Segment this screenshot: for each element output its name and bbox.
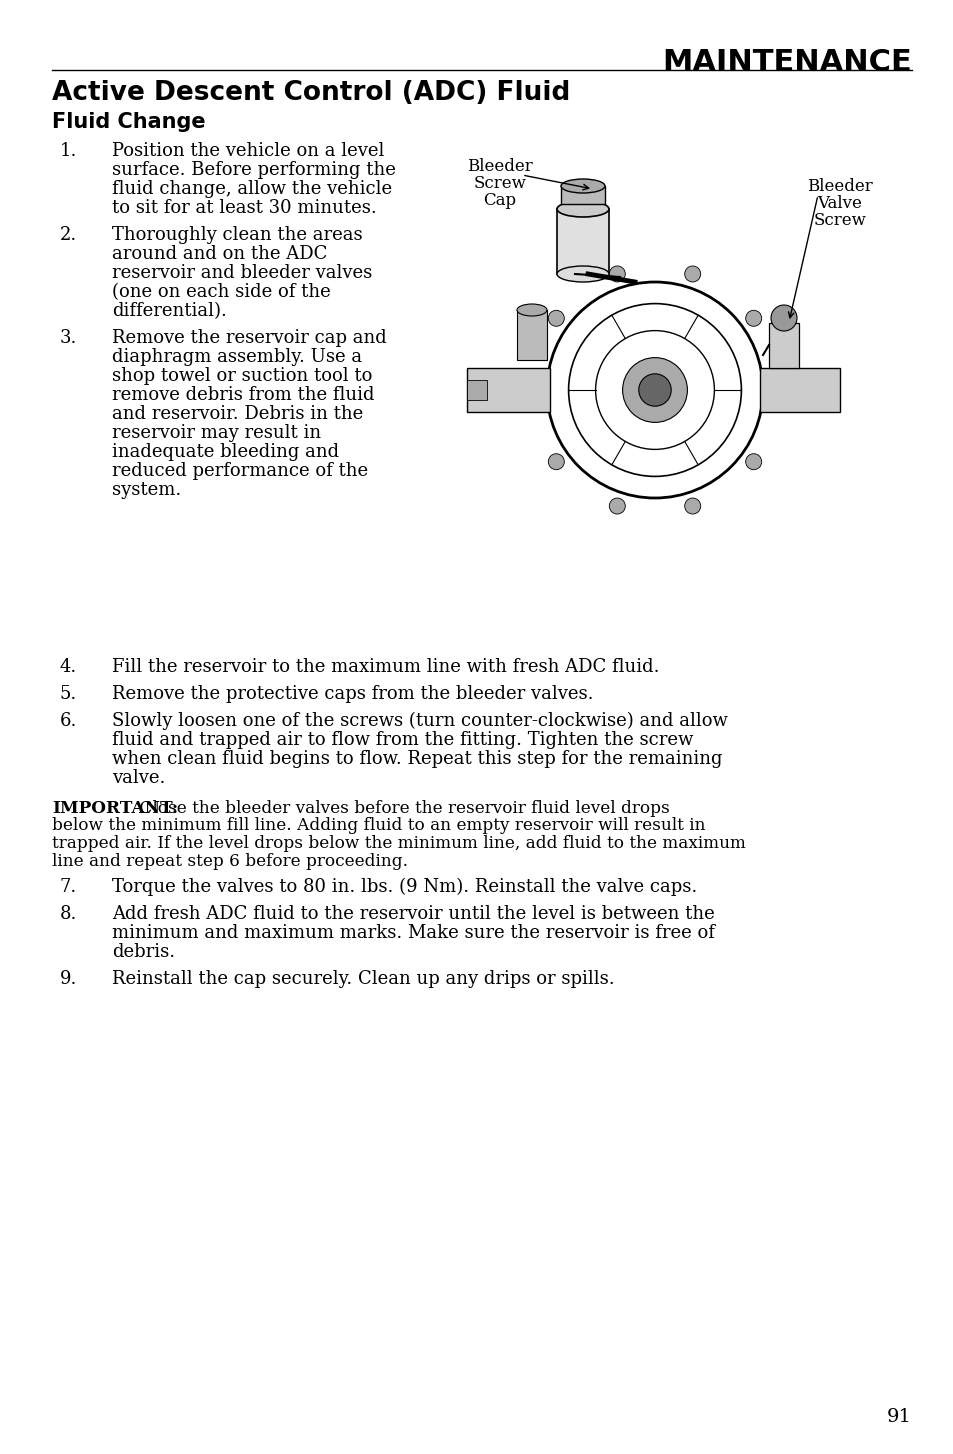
Text: IMPORTANT:: IMPORTANT: xyxy=(52,800,178,817)
Circle shape xyxy=(770,305,796,332)
Text: Thoroughly clean the areas: Thoroughly clean the areas xyxy=(112,225,362,244)
Circle shape xyxy=(609,499,624,515)
Text: Screw: Screw xyxy=(473,174,526,192)
Text: fluid change, allow the vehicle: fluid change, allow the vehicle xyxy=(112,180,392,198)
Text: around and on the ADC: around and on the ADC xyxy=(112,246,327,263)
Circle shape xyxy=(548,310,564,326)
Text: differential).: differential). xyxy=(112,302,227,320)
Text: Fluid Change: Fluid Change xyxy=(52,112,206,132)
Text: line and repeat step 6 before proceeding.: line and repeat step 6 before proceeding… xyxy=(52,852,408,869)
Circle shape xyxy=(684,266,700,282)
Ellipse shape xyxy=(560,179,604,193)
Text: 8.: 8. xyxy=(60,904,77,923)
Text: valve.: valve. xyxy=(112,769,165,787)
Bar xyxy=(517,310,546,361)
Text: Screw: Screw xyxy=(813,212,865,228)
Text: 1.: 1. xyxy=(60,142,77,160)
Text: diaphragm assembly. Use a: diaphragm assembly. Use a xyxy=(112,348,362,366)
Text: Bleeder: Bleeder xyxy=(806,177,872,195)
Text: Position the vehicle on a level: Position the vehicle on a level xyxy=(112,142,384,160)
Text: inadequate bleeding and: inadequate bleeding and xyxy=(112,443,338,461)
Text: 2.: 2. xyxy=(60,225,77,244)
Text: remove debris from the fluid: remove debris from the fluid xyxy=(112,385,375,404)
Text: below the minimum fill line. Adding fluid to an empty reservoir will result in: below the minimum fill line. Adding flui… xyxy=(52,817,705,835)
Bar xyxy=(557,209,608,273)
Text: 9.: 9. xyxy=(60,970,77,989)
Text: Reinstall the cap securely. Clean up any drips or spills.: Reinstall the cap securely. Clean up any… xyxy=(112,970,614,989)
Circle shape xyxy=(524,382,540,398)
Text: Fill the reservoir to the maximum line with fresh ADC fluid.: Fill the reservoir to the maximum line w… xyxy=(112,659,659,676)
Circle shape xyxy=(609,266,624,282)
Text: to sit for at least 30 minutes.: to sit for at least 30 minutes. xyxy=(112,199,376,217)
Text: when clean fluid begins to flow. Repeat this step for the remaining: when clean fluid begins to flow. Repeat … xyxy=(112,750,721,768)
Text: (one on each side of the: (one on each side of the xyxy=(112,284,331,301)
Text: Bleeder: Bleeder xyxy=(467,158,533,174)
Text: 3.: 3. xyxy=(60,329,77,348)
Bar xyxy=(560,186,604,204)
Text: Slowly loosen one of the screws (turn counter-clockwise) and allow: Slowly loosen one of the screws (turn co… xyxy=(112,712,727,730)
Text: Active Descent Control (ADC) Fluid: Active Descent Control (ADC) Fluid xyxy=(52,80,570,106)
Circle shape xyxy=(622,358,687,423)
Text: Remove the protective caps from the bleeder valves.: Remove the protective caps from the blee… xyxy=(112,685,593,702)
Text: trapped air. If the level drops below the minimum line, add fluid to the maximum: trapped air. If the level drops below th… xyxy=(52,835,745,852)
Text: fluid and trapped air to flow from the fitting. Tighten the screw: fluid and trapped air to flow from the f… xyxy=(112,731,693,749)
Text: MAINTENANCE: MAINTENANCE xyxy=(661,48,911,77)
Text: 7.: 7. xyxy=(60,878,77,896)
Text: system.: system. xyxy=(112,481,181,499)
Text: and reservoir. Debris in the: and reservoir. Debris in the xyxy=(112,406,363,423)
Text: debris.: debris. xyxy=(112,944,175,961)
Bar xyxy=(768,323,799,368)
Text: 5.: 5. xyxy=(60,685,77,702)
Circle shape xyxy=(639,374,671,406)
Circle shape xyxy=(548,454,564,470)
Text: Cap: Cap xyxy=(483,192,516,209)
Bar xyxy=(467,379,486,400)
Text: 4.: 4. xyxy=(60,659,77,676)
Bar xyxy=(467,368,550,411)
Text: shop towel or suction tool to: shop towel or suction tool to xyxy=(112,366,372,385)
Text: Close the bleeder valves before the reservoir fluid level drops: Close the bleeder valves before the rese… xyxy=(133,800,669,817)
Circle shape xyxy=(768,382,784,398)
Text: reduced performance of the: reduced performance of the xyxy=(112,462,368,480)
Text: Valve: Valve xyxy=(817,195,862,212)
Ellipse shape xyxy=(517,304,546,316)
Text: 6.: 6. xyxy=(60,712,77,730)
Text: reservoir may result in: reservoir may result in xyxy=(112,425,321,442)
Bar xyxy=(760,368,840,411)
Text: Remove the reservoir cap and: Remove the reservoir cap and xyxy=(112,329,386,348)
Circle shape xyxy=(745,454,760,470)
Ellipse shape xyxy=(557,266,608,282)
Text: minimum and maximum marks. Make sure the reservoir is free of: minimum and maximum marks. Make sure the… xyxy=(112,923,714,942)
Text: Torque the valves to 80 in. lbs. (9 Nm). Reinstall the valve caps.: Torque the valves to 80 in. lbs. (9 Nm).… xyxy=(112,878,697,896)
Circle shape xyxy=(684,499,700,515)
Text: surface. Before performing the: surface. Before performing the xyxy=(112,161,395,179)
Circle shape xyxy=(745,310,760,326)
Text: Add fresh ADC fluid to the reservoir until the level is between the: Add fresh ADC fluid to the reservoir unt… xyxy=(112,904,714,923)
Text: 91: 91 xyxy=(886,1407,911,1426)
Ellipse shape xyxy=(557,201,608,217)
Text: reservoir and bleeder valves: reservoir and bleeder valves xyxy=(112,265,372,282)
